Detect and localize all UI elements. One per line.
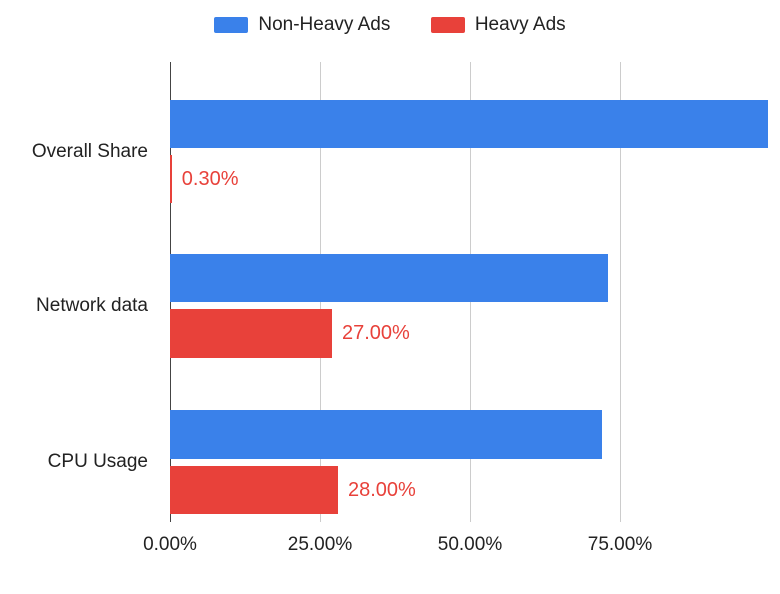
bar-value-label: 27.00% (342, 322, 410, 345)
legend-swatch-heavy (431, 17, 465, 33)
legend-swatch-non-heavy (214, 17, 248, 33)
x-tick-label: 75.00% (588, 534, 652, 556)
legend-item-heavy: Heavy Ads (431, 14, 566, 36)
legend-item-non-heavy: Non-Heavy Ads (214, 14, 390, 36)
x-tick-label: 50.00% (438, 534, 502, 556)
bar-heavy (170, 309, 332, 357)
legend: Non-Heavy Ads Heavy Ads (0, 14, 780, 38)
plot-area: 0.00%25.00%50.00%75.00%Overall Share0.30… (170, 62, 770, 522)
legend-label-non-heavy: Non-Heavy Ads (258, 14, 390, 36)
bar-non-heavy (170, 410, 602, 458)
category-label: CPU Usage (48, 451, 170, 473)
bar-value-label: 0.30% (182, 168, 239, 191)
category-label: Network data (36, 295, 170, 317)
bar-heavy (170, 155, 172, 203)
bar-heavy (170, 466, 338, 514)
ads-resource-chart: Non-Heavy Ads Heavy Ads 0.00%25.00%50.00… (0, 0, 780, 594)
x-tick-label: 25.00% (288, 534, 352, 556)
legend-label-heavy: Heavy Ads (475, 14, 566, 36)
category-label: Overall Share (32, 141, 170, 163)
bar-value-label: 28.00% (348, 479, 416, 502)
bar-non-heavy (170, 100, 768, 148)
x-tick-label: 0.00% (143, 534, 197, 556)
bar-non-heavy (170, 254, 608, 302)
